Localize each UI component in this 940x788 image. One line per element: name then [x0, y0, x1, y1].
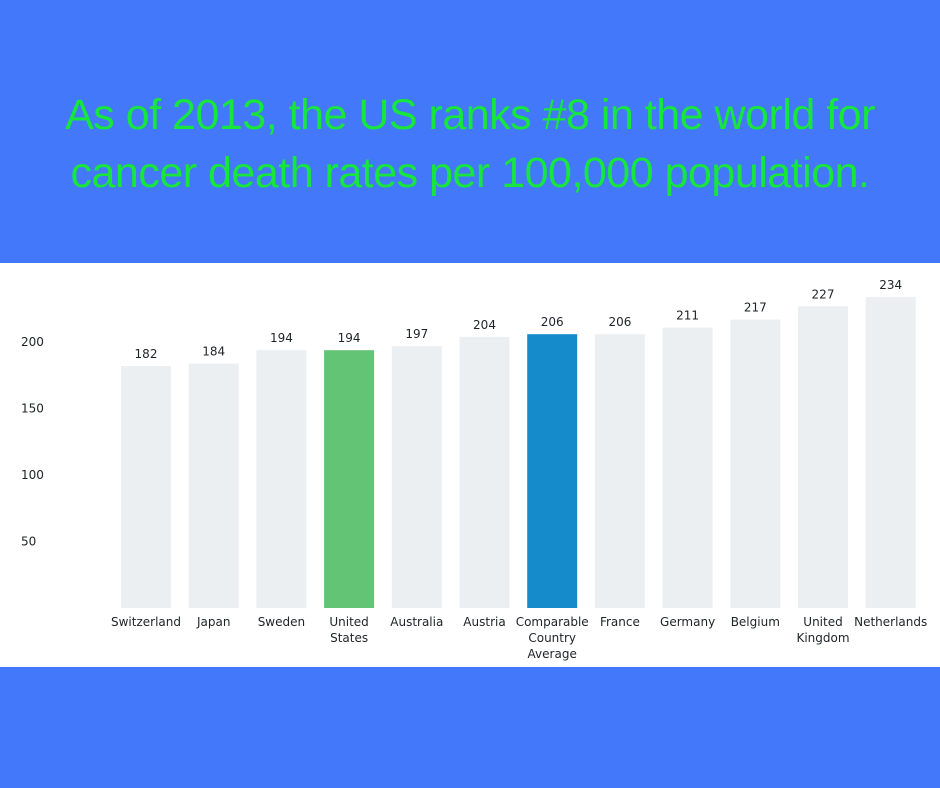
x-tick-label: Sweden — [258, 615, 305, 629]
x-tick-label: United States — [329, 615, 368, 645]
data-label: 194 — [338, 331, 361, 345]
bar — [865, 297, 916, 608]
x-tick-label-line: Netherlands — [854, 615, 927, 629]
value-labels: 182 184 194 194 197 204 206 206 211 217 227 234 — [135, 278, 903, 361]
bar — [256, 350, 307, 608]
bar — [798, 306, 848, 608]
x-tick-label: Germany — [660, 615, 715, 629]
bars — [121, 297, 916, 608]
bar — [730, 319, 781, 608]
x-tick-label-line: Switzerland — [111, 615, 181, 629]
data-label: 184 — [202, 345, 225, 359]
x-tick-label: Netherlands — [854, 615, 927, 629]
bar — [324, 350, 375, 608]
x-tick-label: Japan — [196, 615, 230, 629]
x-axis-labels: Switzerland Japan Sweden United States Austra… — [111, 615, 927, 661]
x-tick-label-line: Belgium — [731, 615, 780, 629]
x-tick-label-line: France — [600, 615, 640, 629]
headline-line-1: As of 2013, the US ranks #8 in the world… — [65, 91, 875, 139]
x-tick-label: Australia — [390, 615, 443, 629]
data-label: 211 — [676, 309, 699, 323]
chart-panel: 50 100 150 200 182 184 194 194 197 204 206 206 211 2… — [0, 263, 940, 667]
x-tick-label-line: Average — [528, 647, 577, 661]
x-tick-label-line: Austria — [463, 615, 505, 629]
data-label: 182 — [135, 347, 158, 361]
data-label: 197 — [405, 327, 428, 341]
data-label: 217 — [744, 301, 767, 315]
bar — [121, 366, 171, 608]
bar — [459, 336, 510, 608]
y-tick-label: 50 — [21, 535, 36, 549]
x-tick-label-line: Comparable — [516, 615, 589, 629]
x-tick-label-line: Australia — [390, 615, 443, 629]
data-label: 234 — [879, 278, 902, 292]
bar — [391, 346, 442, 608]
y-tick-label: 150 — [21, 402, 44, 416]
bar — [662, 327, 713, 608]
x-tick-label: United Kingdom — [796, 615, 849, 645]
y-axis: 50 100 150 200 — [21, 335, 44, 548]
x-tick-label-line: Kingdom — [796, 631, 849, 645]
x-tick-label-line: Germany — [660, 615, 715, 629]
x-tick-label: France — [600, 615, 640, 629]
data-label: 206 — [541, 315, 564, 329]
headline: As of 2013, the US ranks #8 in the world… — [0, 86, 940, 202]
y-tick-label: 100 — [21, 468, 44, 482]
data-label: 204 — [473, 318, 496, 332]
bar-chart: 50 100 150 200 182 184 194 194 197 204 206 206 211 2… — [21, 278, 927, 661]
x-tick-label-line: Sweden — [258, 615, 305, 629]
bar — [594, 334, 645, 608]
x-tick-label-line: Country — [528, 631, 576, 645]
x-tick-label: Austria — [463, 615, 505, 629]
x-tick-label-line: United — [803, 615, 842, 629]
x-tick-label-line: Japan — [196, 615, 230, 629]
data-label: 194 — [270, 331, 293, 345]
bar — [188, 363, 239, 608]
bar — [527, 334, 578, 608]
x-tick-label-line: United — [329, 615, 368, 629]
x-tick-label: Belgium — [731, 615, 780, 629]
headline-line-2: cancer death rates per 100,000 populatio… — [70, 149, 870, 197]
data-label: 227 — [812, 287, 835, 301]
x-tick-label: Switzerland — [111, 615, 181, 629]
x-tick-label-line: States — [330, 631, 368, 645]
y-tick-label: 200 — [21, 335, 44, 349]
data-label: 206 — [608, 315, 631, 329]
x-tick-label: Comparable Country Average — [516, 615, 589, 661]
